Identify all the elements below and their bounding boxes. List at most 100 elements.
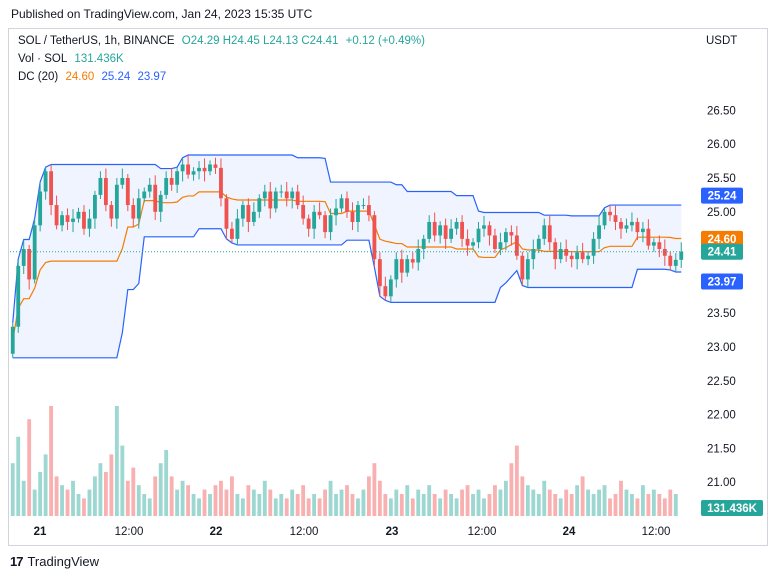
candle-body [125, 178, 130, 206]
volume-bar [301, 485, 306, 516]
volume-bar [498, 489, 503, 516]
volume-tag-label: 131.436K [707, 503, 758, 515]
footer-brand[interactable]: TradingView [27, 554, 100, 569]
candle-body [673, 259, 678, 266]
volume-bar [147, 498, 152, 516]
candle-body [60, 215, 64, 226]
volume-bar [175, 489, 180, 516]
candle-body [630, 221, 634, 226]
candle-body [131, 205, 136, 219]
volume-bar [60, 485, 64, 516]
candle-body [257, 198, 262, 212]
volume-bar [93, 476, 97, 516]
volume-label[interactable]: Vol · SOL [18, 53, 68, 65]
candle-body [367, 205, 371, 216]
candle-body [175, 171, 180, 185]
candle-body [87, 218, 92, 229]
candle-body [465, 238, 470, 246]
candle-body [569, 255, 574, 260]
candle-body [273, 191, 278, 209]
dc-lower-line [12, 228, 682, 359]
candle-body [372, 215, 377, 260]
volume-bar [279, 494, 284, 516]
candle-body [613, 215, 618, 222]
volume-bar [10, 463, 15, 516]
candle-body [640, 228, 645, 233]
candle-body [339, 198, 344, 209]
candle-body [76, 211, 81, 219]
symbol-label[interactable]: SOL / TetherUS, 1h, BINANCE [18, 35, 175, 47]
ohlc-values: O24.29 H24.45 L24.13 C24.41 [181, 35, 339, 47]
volume-bar [471, 494, 475, 516]
volume-bar [640, 485, 645, 516]
volume-bar [180, 480, 185, 516]
candle-body [542, 225, 547, 239]
candle-body [164, 178, 169, 195]
volume-bar [465, 485, 470, 516]
candle-body [405, 259, 410, 273]
volume-bar [142, 494, 147, 516]
tradingview-logo-icon[interactable]: 17 [10, 554, 24, 569]
candle-body [180, 164, 185, 172]
x-tick-label: 23 [386, 526, 399, 538]
dc-label[interactable]: DC (20) [18, 71, 59, 83]
volume-bar [662, 498, 667, 516]
candle-body [438, 225, 443, 236]
currency-label[interactable]: USDT [706, 35, 738, 47]
candle-body [32, 225, 37, 280]
candle-body [498, 242, 503, 249]
volume-bar [591, 494, 596, 516]
candle-body [235, 218, 240, 239]
volume-bar [191, 494, 196, 516]
candle-body [536, 238, 541, 249]
candle-body [668, 255, 673, 266]
candle-body [487, 225, 492, 236]
volume-bar [438, 498, 443, 516]
volume-bar [487, 494, 492, 516]
candle-body [251, 211, 256, 222]
x-tick-label: 24 [563, 526, 576, 538]
volume-bar [443, 489, 448, 516]
volume-bar [131, 467, 136, 516]
volume-value: 131.436K [74, 53, 124, 65]
candle-body [43, 171, 48, 192]
candle-body [476, 228, 481, 243]
volume-bar [460, 489, 464, 516]
price-tag [701, 243, 743, 260]
candle-body [49, 171, 54, 206]
volume-bar [109, 454, 114, 516]
candle-body [580, 252, 585, 260]
volume-bar [493, 485, 497, 516]
candle-body [82, 211, 86, 229]
candle-body [224, 198, 229, 229]
candle-body [416, 248, 421, 263]
change-value: +0.12 (+0.49%) [345, 35, 425, 47]
volume-bar [339, 489, 344, 516]
candle-body [575, 252, 580, 260]
volume-bar [328, 480, 333, 516]
candle-body [520, 255, 525, 280]
volume-bar [164, 450, 169, 516]
volume-bar [290, 489, 295, 516]
candle-body [591, 238, 596, 256]
y-tick-label: 23.00 [707, 342, 736, 354]
volume-bar [334, 494, 338, 516]
volume-bar [657, 494, 662, 516]
candle-body [449, 228, 454, 239]
volume-bar [345, 485, 349, 516]
y-tick-label: 21.50 [707, 443, 736, 455]
volume-bar [49, 406, 54, 516]
volume-bar [235, 494, 240, 516]
volume-bar [542, 480, 547, 516]
chart-frame [8, 28, 768, 546]
volume-bar [525, 485, 530, 516]
volume-bar [427, 485, 432, 516]
candle-body [158, 194, 163, 212]
candle-body [399, 259, 404, 273]
candle-body [356, 205, 360, 222]
candle-body [246, 205, 251, 222]
candle-body [169, 178, 174, 185]
dc-upper-value: 25.24 [101, 71, 131, 83]
candle-body [679, 251, 684, 260]
